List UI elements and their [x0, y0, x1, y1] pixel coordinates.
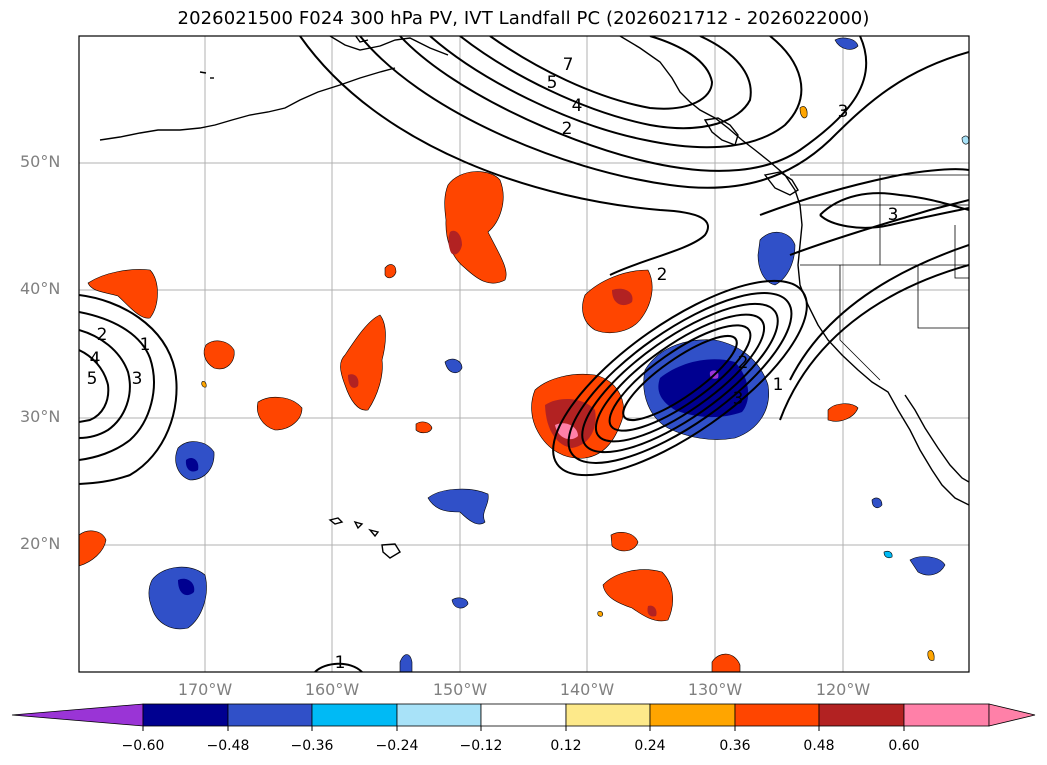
pv-positive-area — [257, 396, 303, 431]
contour-label: 7 — [563, 55, 574, 75]
pv-positive-area — [203, 340, 235, 370]
pv-positive-area — [799, 106, 808, 119]
pv-negative-area — [961, 135, 969, 145]
lon-label: 160°W — [304, 680, 360, 699]
pv-negative-core — [185, 458, 199, 472]
pv-negative-area — [451, 597, 469, 609]
contour-label: 5 — [87, 369, 98, 389]
contour-label: 1 — [140, 335, 151, 355]
lon-label: 170°W — [177, 680, 233, 699]
pv-negative-area — [444, 358, 463, 374]
pv-positive-area — [927, 650, 935, 661]
pv-positive-area — [827, 403, 859, 422]
pv-positive-core — [448, 230, 462, 255]
colorbar-tick-label: 0.12 — [550, 738, 582, 754]
contour-labels: 7 5 4 2 3 3 2 2 3 1 2 1 4 3 5 1 — [87, 55, 899, 673]
lon-label: 130°W — [687, 680, 743, 699]
map-title: 2026021500 F024 300 hPa PV, IVT Landfall… — [177, 8, 870, 29]
pv-positive-area — [415, 421, 433, 434]
ivt-contours — [79, 36, 969, 672]
pv-negative-area — [909, 556, 946, 576]
pv-negative-area — [399, 654, 413, 672]
pv-positive-area — [711, 653, 741, 672]
contour-label: 2 — [97, 325, 108, 345]
contour-label: 1 — [335, 653, 346, 673]
colorbar-extend-high — [988, 703, 1036, 727]
pv-negative-area — [834, 37, 859, 50]
colorbar-extend-low — [11, 703, 144, 727]
political-borders — [790, 174, 969, 381]
pv-positive-area — [87, 269, 158, 319]
pv-positive-area — [597, 611, 603, 617]
pv-negative-area — [148, 566, 207, 630]
contour-label: 3 — [888, 205, 899, 225]
pv-positive-area — [384, 264, 397, 279]
coastlines — [99, 36, 969, 559]
colorbar-tick-label: 0.48 — [803, 738, 835, 754]
colorbar-tick-label: −0.12 — [459, 738, 503, 754]
lat-label: 50°N — [20, 152, 61, 171]
lon-label: 120°W — [815, 680, 871, 699]
pv-positive-area — [610, 532, 639, 552]
lat-label: 30°N — [20, 407, 61, 426]
colorbar-tick-label: 0.60 — [888, 738, 920, 754]
contour-label: 4 — [572, 96, 583, 116]
pv-negative-area — [871, 497, 883, 509]
lon-label: 150°W — [432, 680, 488, 699]
pv-negative-core — [178, 578, 195, 596]
lat-label: 40°N — [20, 279, 61, 298]
colorbar — [11, 703, 1036, 731]
contour-label: 2 — [738, 353, 749, 373]
colorbar-tick-label: −0.60 — [121, 738, 165, 754]
map-frame — [78, 35, 970, 673]
pv-negative-area — [883, 550, 893, 559]
contour-label: 5 — [547, 73, 558, 93]
contour-label: 1 — [773, 375, 784, 395]
colorbar-tick-label: −0.36 — [290, 738, 334, 754]
pv-positive-area — [602, 569, 673, 622]
colorbar-tick-label: −0.48 — [206, 738, 250, 754]
colorbar-tick-label: −0.24 — [375, 738, 419, 754]
gridlines — [79, 36, 969, 672]
contour-label: 2 — [657, 265, 668, 285]
lon-label: 140°W — [559, 680, 615, 699]
lat-label: 20°N — [20, 534, 61, 553]
colorbar-tick-label: 0.24 — [634, 738, 666, 754]
pv-positive-area — [201, 381, 207, 388]
pv-positive-area — [444, 171, 507, 284]
contour-label: 3 — [132, 369, 143, 389]
contour-label: 2 — [562, 119, 573, 139]
pv-negative-area — [427, 488, 489, 525]
pv-positive-core — [647, 605, 657, 617]
contour-label: 3 — [733, 389, 744, 409]
contour-label: 4 — [90, 349, 101, 369]
colorbar-tick-label: 0.36 — [719, 738, 751, 754]
pv-positive-core — [612, 288, 633, 306]
contour-label: 3 — [838, 102, 849, 122]
pv-negative-area — [757, 232, 796, 286]
pv-positive-area — [79, 530, 107, 567]
pv-positive-core — [348, 374, 359, 388]
